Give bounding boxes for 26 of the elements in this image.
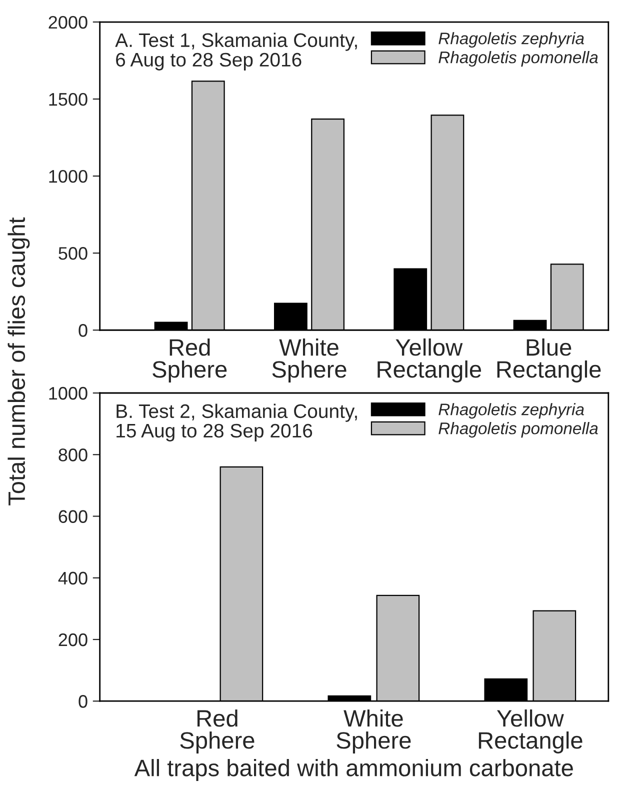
text: B. Test 2, Skamania County, 15 Aug to 28 Sep 2016 xyxy=(116,404,357,442)
y-axis-title: Total number of flies caught xyxy=(8,217,30,506)
x-tick-label: White Sphere xyxy=(272,338,346,382)
y-tick-label: 0 xyxy=(78,695,88,708)
x-tick-label: Yellow Rectangle xyxy=(378,338,482,382)
y-tick-label: 2000 xyxy=(48,16,88,29)
y-tick-label: 1500 xyxy=(49,92,88,106)
y-tick-label: 500 xyxy=(58,247,88,260)
y-tick-label: 0 xyxy=(78,324,88,337)
text: A. Test 1, Skamania County, 6 Aug to 28 Sep 2016 xyxy=(115,32,357,70)
x-tick-label: White Sphere xyxy=(336,709,411,754)
y-tick-label: 1000 xyxy=(49,386,88,400)
legend-label: Rhagoletis pomonella xyxy=(438,51,598,67)
x-axis-title: All traps baited with ammonium carbonate xyxy=(134,759,573,782)
legend-label: Rhagoletis pomonella xyxy=(438,422,598,438)
y-tick-label: 800 xyxy=(58,448,88,462)
x-tick-label: Yellow Rectangle xyxy=(478,709,582,754)
x-tick-label: Red Sphere xyxy=(180,709,254,754)
x-tick-label: Red Sphere xyxy=(152,338,227,382)
y-tick-label: 400 xyxy=(58,572,88,585)
y-tick-label: 600 xyxy=(58,510,88,523)
legend-label: Rhagoletis zephyria xyxy=(438,403,584,419)
legend-label: Rhagoletis zephyria xyxy=(438,32,584,48)
y-tick-label: 200 xyxy=(58,633,88,646)
x-tick-label: Blue Rectangle xyxy=(497,338,601,382)
y-tick-label: 1000 xyxy=(49,170,88,183)
